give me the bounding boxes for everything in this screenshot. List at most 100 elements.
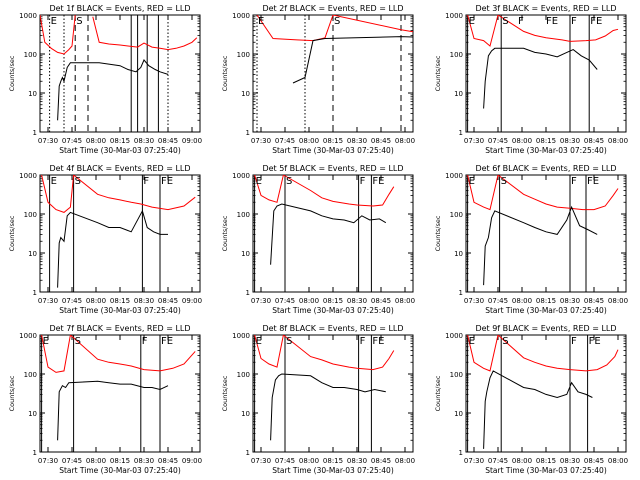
x-tick-label: 08:45: [371, 297, 391, 305]
plot-frame: [39, 334, 201, 453]
marker-label-e: E: [256, 176, 262, 187]
series-line-events: [483, 370, 593, 449]
y-tick-label: 1000: [445, 332, 463, 340]
y-tick-label: 1000: [445, 172, 463, 180]
marker-label-f: F: [142, 336, 148, 347]
y-tick-label: 1000: [19, 172, 37, 180]
x-tick-label: 08:15: [536, 457, 556, 465]
plot-area: [40, 15, 198, 132]
y-tick-label: 10: [454, 410, 463, 418]
y-tick-label: 100: [237, 371, 250, 379]
marker-label-fe: FE: [589, 336, 601, 347]
x-tick-label: 07:45: [62, 297, 82, 305]
y-tick-label: 100: [24, 211, 37, 219]
x-tick-label: 07:30: [464, 137, 484, 145]
marker-label-e: E: [469, 176, 475, 187]
x-tick-label: 08:15: [536, 297, 556, 305]
x-tick-label: 08:30: [134, 297, 154, 305]
marker-label-s: S: [75, 176, 81, 187]
chart-title: Det 1f BLACK = Events, RED = LLD: [49, 4, 190, 13]
series-line-events: [270, 373, 386, 441]
series-line-lld: [41, 335, 196, 373]
x-tick-label: 08:45: [158, 137, 178, 145]
plot-area: [467, 335, 619, 452]
x-tick-label: 08:00: [608, 297, 628, 305]
series-line-lld: [41, 175, 196, 213]
x-tick-label: 07:30: [251, 297, 271, 305]
marker-label-f: F: [143, 176, 149, 187]
marker-label-f: F: [360, 336, 366, 347]
y-tick-label: 10: [28, 90, 37, 98]
marker-label-s: S: [75, 336, 81, 347]
x-tick-label: 08:00: [608, 457, 628, 465]
x-tick-label: 08:45: [584, 457, 604, 465]
chart-panel-9: Det 9f BLACK = Events, RED = LLD Start Ti…: [434, 324, 628, 475]
chart-panel-6: Det 6f BLACK = Events, RED = LLD Start Ti…: [434, 164, 628, 315]
x-axis-label: Start Time (30-Mar-03 07:25:40): [59, 146, 181, 155]
marker-label-e: E: [469, 336, 475, 347]
y-tick-label: 100: [450, 371, 463, 379]
y-tick-label: 1000: [445, 12, 463, 20]
x-tick-label: 09:00: [182, 457, 202, 465]
plot-area: [254, 175, 395, 292]
marker-label-e: E: [51, 176, 57, 187]
y-tick-label: 100: [24, 371, 37, 379]
y-tick-label: 100: [237, 211, 250, 219]
y-axis-label: Counts/sec: [8, 375, 16, 411]
x-tick-label: 08:15: [323, 297, 343, 305]
series-line-lld: [40, 15, 198, 55]
x-tick-label: 08:45: [371, 137, 391, 145]
chart-title: Det 6f BLACK = Events, RED = LLD: [475, 164, 616, 173]
x-tick-label: 07:45: [62, 137, 82, 145]
y-tick-label: 100: [237, 51, 250, 59]
marker-label-f: F: [518, 16, 524, 27]
x-tick-label: 07:30: [251, 457, 271, 465]
chart-panel-3: Det 3f BLACK = Events, RED = LLD Start Ti…: [434, 4, 628, 155]
x-tick-label: 07:30: [38, 137, 58, 145]
plot-frame: [252, 334, 414, 453]
y-tick-label: 1000: [232, 172, 250, 180]
marker-label-e: E: [469, 16, 475, 27]
chart-title: Det 7f BLACK = Events, RED = LLD: [49, 324, 190, 333]
marker-label-s: S: [501, 176, 507, 187]
x-tick-label: 07:45: [488, 457, 508, 465]
x-tick-label: 08:15: [323, 137, 343, 145]
x-tick-label: 07:30: [38, 457, 58, 465]
x-tick-label: 08:15: [536, 137, 556, 145]
x-tick-label: 08:45: [158, 297, 178, 305]
y-tick-label: 10: [241, 90, 250, 98]
series-line-events: [483, 47, 598, 109]
y-tick-label: 10: [241, 250, 250, 258]
x-tick-label: 08:30: [560, 137, 580, 145]
series-line-events: [270, 203, 387, 265]
x-tick-label: 09:00: [182, 137, 202, 145]
x-tick-label: 08:15: [110, 137, 130, 145]
marker-label-s: S: [76, 16, 82, 27]
marker-label-e: E: [43, 336, 49, 347]
marker-label-fe: FE: [372, 336, 384, 347]
x-axis-label: Start Time (30-Mar-03 07:25:40): [272, 466, 394, 475]
marker-label-s: S: [286, 176, 292, 187]
y-tick-label: 10: [241, 410, 250, 418]
x-tick-label: 08:30: [347, 137, 367, 145]
marker-label-e: E: [256, 336, 262, 347]
y-tick-label: 1: [33, 449, 37, 457]
marker-label-f: F: [360, 176, 366, 187]
y-axis-label: Counts/sec: [221, 55, 229, 91]
y-tick-label: 100: [450, 51, 463, 59]
marker-label-fe: FE: [587, 176, 599, 187]
x-tick-label: 08:00: [395, 137, 415, 145]
marker-label-fe: FE: [546, 16, 558, 27]
y-tick-label: 100: [24, 51, 37, 59]
series-line-lld: [256, 15, 413, 42]
x-tick-label: 07:45: [275, 457, 295, 465]
marker-label-fe: FE: [372, 176, 384, 187]
chart-title: Det 3f BLACK = Events, RED = LLD: [475, 4, 616, 13]
series-line-events: [292, 36, 413, 84]
series-line-lld: [467, 335, 619, 372]
series-line-lld: [467, 175, 619, 211]
y-tick-label: 10: [28, 250, 37, 258]
x-tick-label: 08:30: [134, 457, 154, 465]
y-tick-label: 1000: [232, 332, 250, 340]
x-tick-label: 08:00: [512, 297, 532, 305]
